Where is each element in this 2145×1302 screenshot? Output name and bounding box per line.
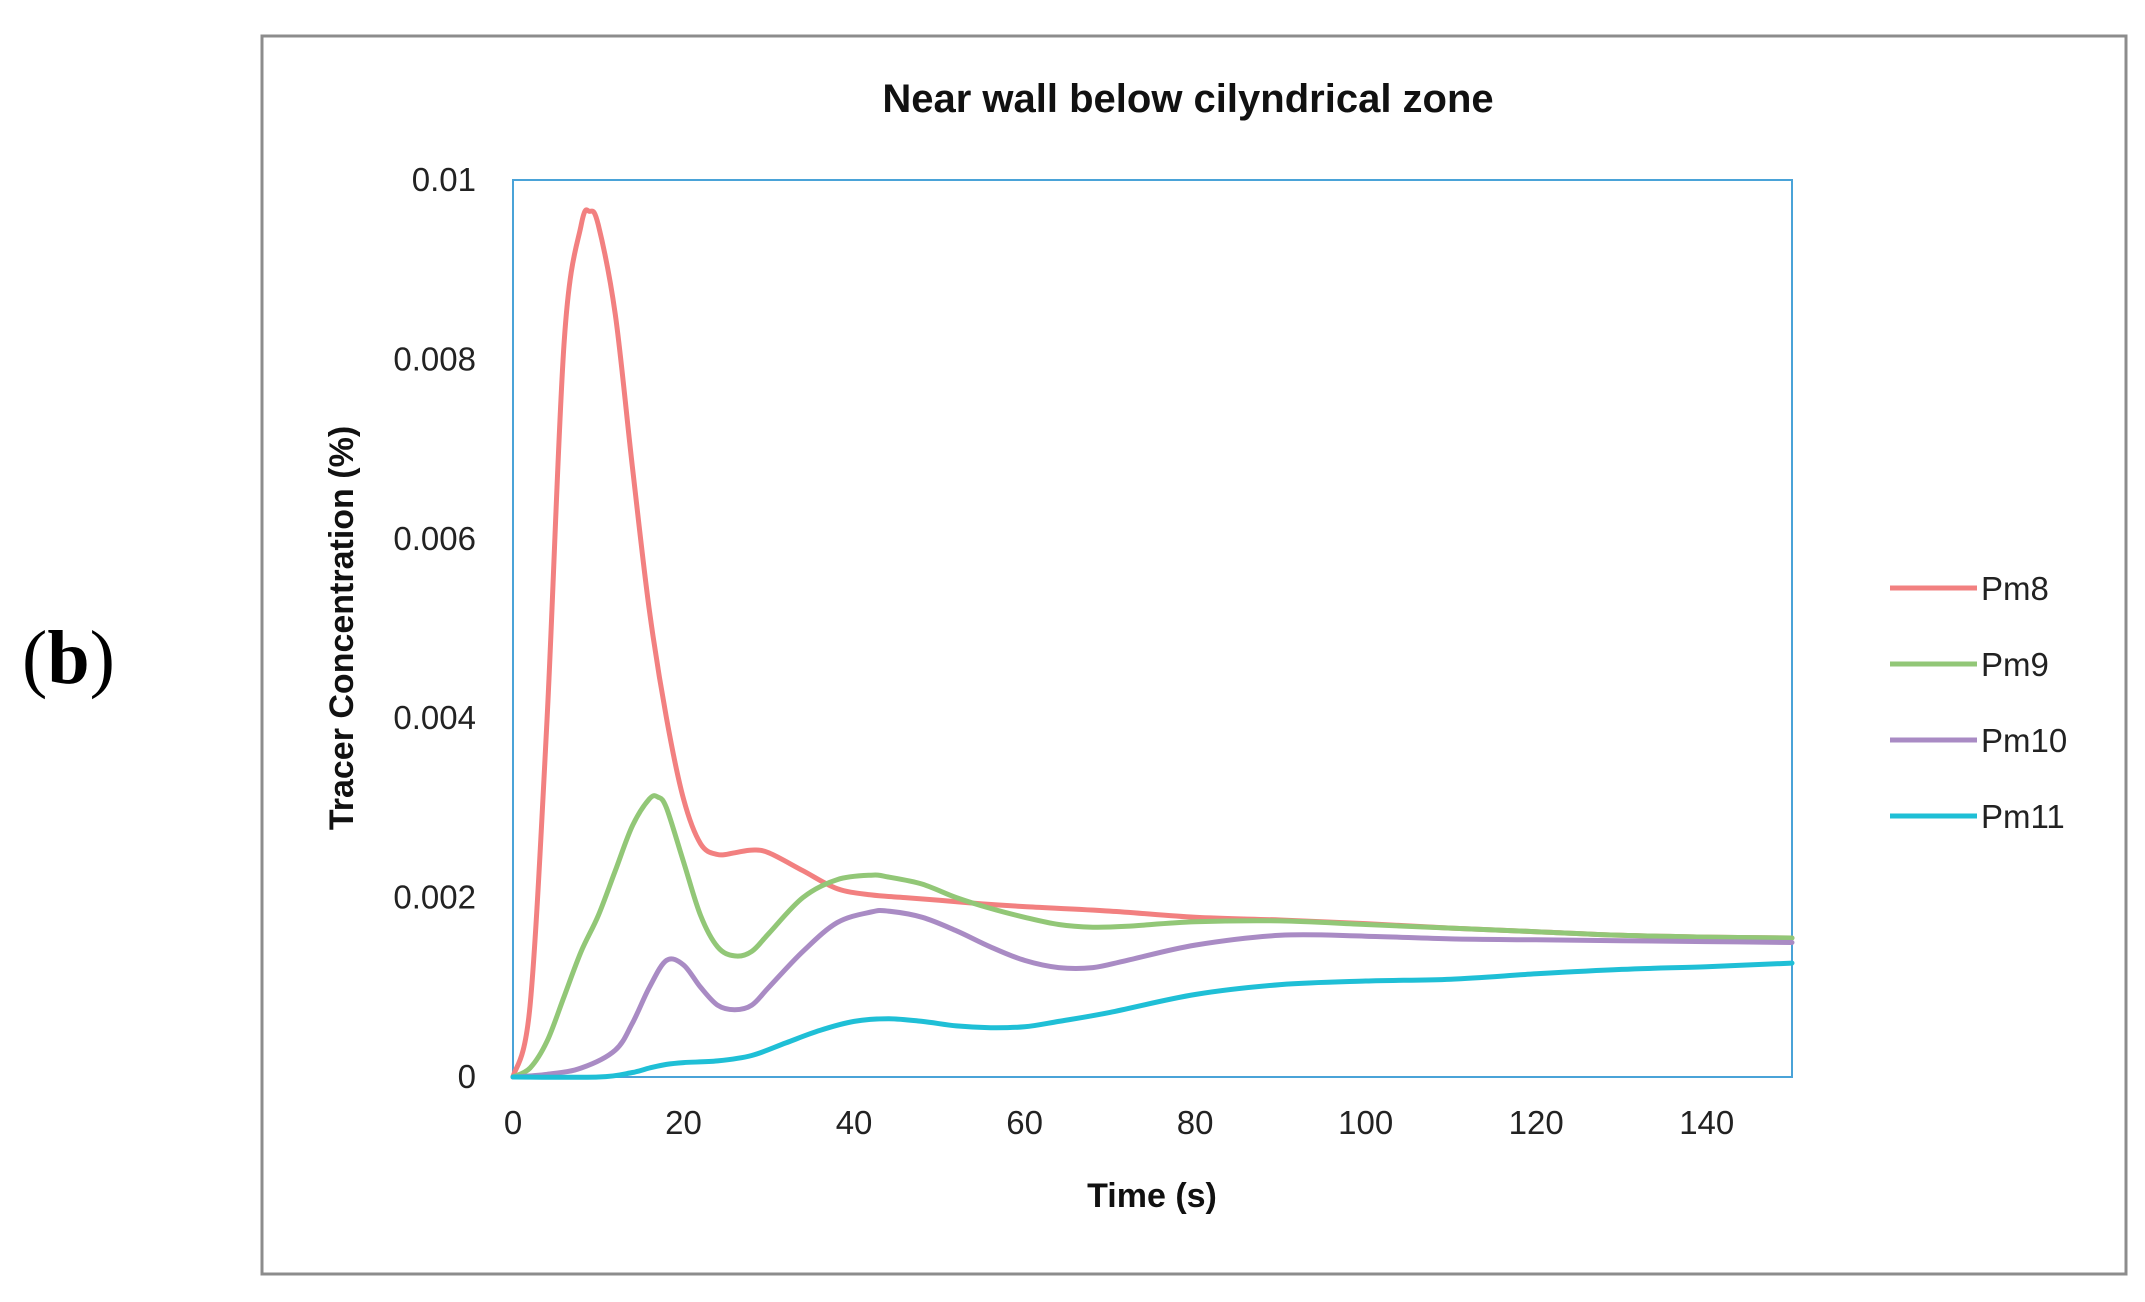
y-tick-label: 0.01 — [412, 161, 476, 198]
x-tick-label: 140 — [1679, 1104, 1734, 1141]
chart-title: Near wall below cilyndrical zone — [882, 77, 1493, 121]
x-axis-title: Time (s) — [1087, 1177, 1217, 1215]
x-tick-label: 20 — [665, 1104, 702, 1141]
x-tick-label: 40 — [836, 1104, 873, 1141]
series-line-pm10 — [510, 907, 1795, 1080]
y-axis-title: Tracer Concentration (%) — [323, 426, 361, 830]
x-tick-label: 80 — [1177, 1104, 1214, 1141]
series-line-pm11 — [510, 960, 1795, 1080]
y-tick-label: 0.002 — [393, 879, 476, 916]
y-tick-label: 0.004 — [393, 699, 476, 736]
x-axis-ticks: 0 20 40 60 80 100 120 140 — [504, 1104, 1734, 1141]
y-axis-ticks: 0 0.002 0.004 0.006 0.008 0.01 — [393, 161, 476, 1095]
legend-label-pm10: Pm10 — [1981, 722, 2067, 759]
series-lines — [510, 207, 1795, 1080]
y-tick-label: 0 — [458, 1058, 476, 1095]
x-tick-label: 100 — [1338, 1104, 1393, 1141]
x-tick-label: 60 — [1006, 1104, 1043, 1141]
legend-label-pm9: Pm9 — [1981, 646, 2049, 683]
plot-area — [512, 179, 1793, 1078]
legend-label-pm8: Pm8 — [1981, 570, 2049, 607]
chart-frame — [260, 34, 2128, 1276]
x-tick-label: 0 — [504, 1104, 522, 1141]
legend-label-pm11: Pm11 — [1981, 798, 2065, 835]
legend: Pm8 Pm9 Pm10 Pm11 — [1890, 570, 2067, 835]
y-tick-label: 0.006 — [393, 520, 476, 557]
y-tick-label: 0.008 — [393, 340, 476, 377]
series-line-pm9 — [510, 793, 1795, 1080]
panel-label: (b) — [22, 616, 115, 700]
x-tick-label: 120 — [1509, 1104, 1564, 1141]
